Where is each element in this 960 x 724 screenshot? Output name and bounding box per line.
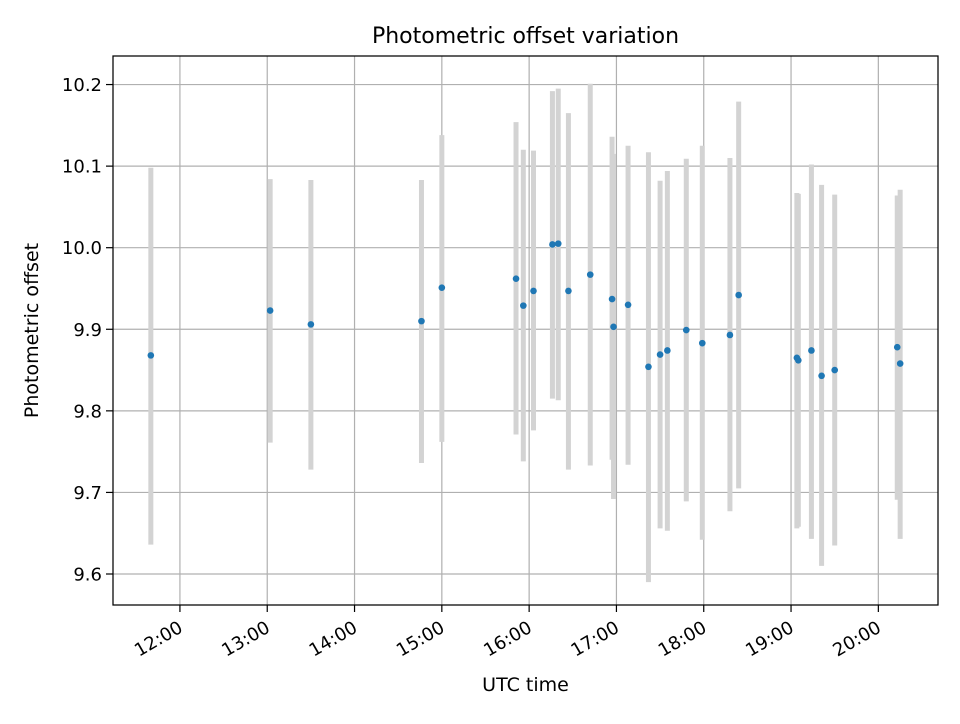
data-point: [608, 295, 616, 303]
data-point: [418, 317, 425, 325]
data-point: [808, 347, 815, 354]
chart-title: Photometric offset variation: [372, 24, 679, 49]
data-point: [645, 363, 652, 371]
data-point: [610, 323, 617, 331]
data-point: [664, 347, 671, 354]
data-point: [554, 240, 562, 247]
data-point: [893, 343, 901, 351]
plot-frame: [112, 55, 939, 606]
y-tick-label: 9.9: [73, 320, 102, 341]
x-tick-label: 17:00: [568, 617, 623, 661]
data-point: [682, 326, 690, 334]
data-point: [520, 302, 527, 309]
data-point: [698, 339, 706, 347]
data-point: [726, 331, 734, 339]
x-tick-label: 16:00: [480, 617, 535, 661]
x-tick-label: 20:00: [829, 617, 884, 661]
x-tick-label: 18:00: [655, 617, 710, 661]
y-tick-label: 10.0: [62, 238, 102, 259]
data-point: [896, 360, 904, 367]
y-tick-label: 9.7: [73, 483, 102, 504]
y-tick-label: 9.6: [73, 565, 102, 586]
x-tick-label: 15:00: [393, 617, 448, 661]
data-point: [512, 275, 520, 282]
data-point: [147, 352, 155, 359]
data-point: [586, 271, 594, 278]
data-point: [438, 284, 446, 291]
data-point: [656, 351, 664, 358]
data-point: [565, 287, 572, 295]
y-tick-label: 9.8: [73, 401, 102, 422]
x-tick-label: 19:00: [742, 617, 797, 661]
data-point: [266, 307, 274, 314]
x-tick-label: 13:00: [218, 617, 273, 661]
data-point: [795, 356, 802, 364]
data-point: [624, 301, 632, 309]
y-axis-label: Photometric offset: [21, 243, 43, 418]
data-point: [831, 366, 838, 374]
y-tick-label: 10.1: [62, 157, 102, 178]
errorbar-layer: [148, 83, 903, 583]
x-tick-label: 14:00: [306, 617, 361, 661]
point-layer: [147, 240, 904, 380]
data-point: [549, 241, 556, 248]
y-tick-label: 10.2: [62, 75, 102, 96]
data-point: [818, 372, 825, 380]
x-tick-label: 12:00: [131, 617, 186, 661]
data-point: [735, 291, 742, 299]
tick-layer: 12:00 13:00 14:00 15:00 16:00 17:00 18:00 19:00…: [62, 75, 885, 661]
data-point: [307, 321, 315, 328]
data-point: [530, 287, 537, 295]
x-axis-label: UTC time: [482, 674, 569, 696]
